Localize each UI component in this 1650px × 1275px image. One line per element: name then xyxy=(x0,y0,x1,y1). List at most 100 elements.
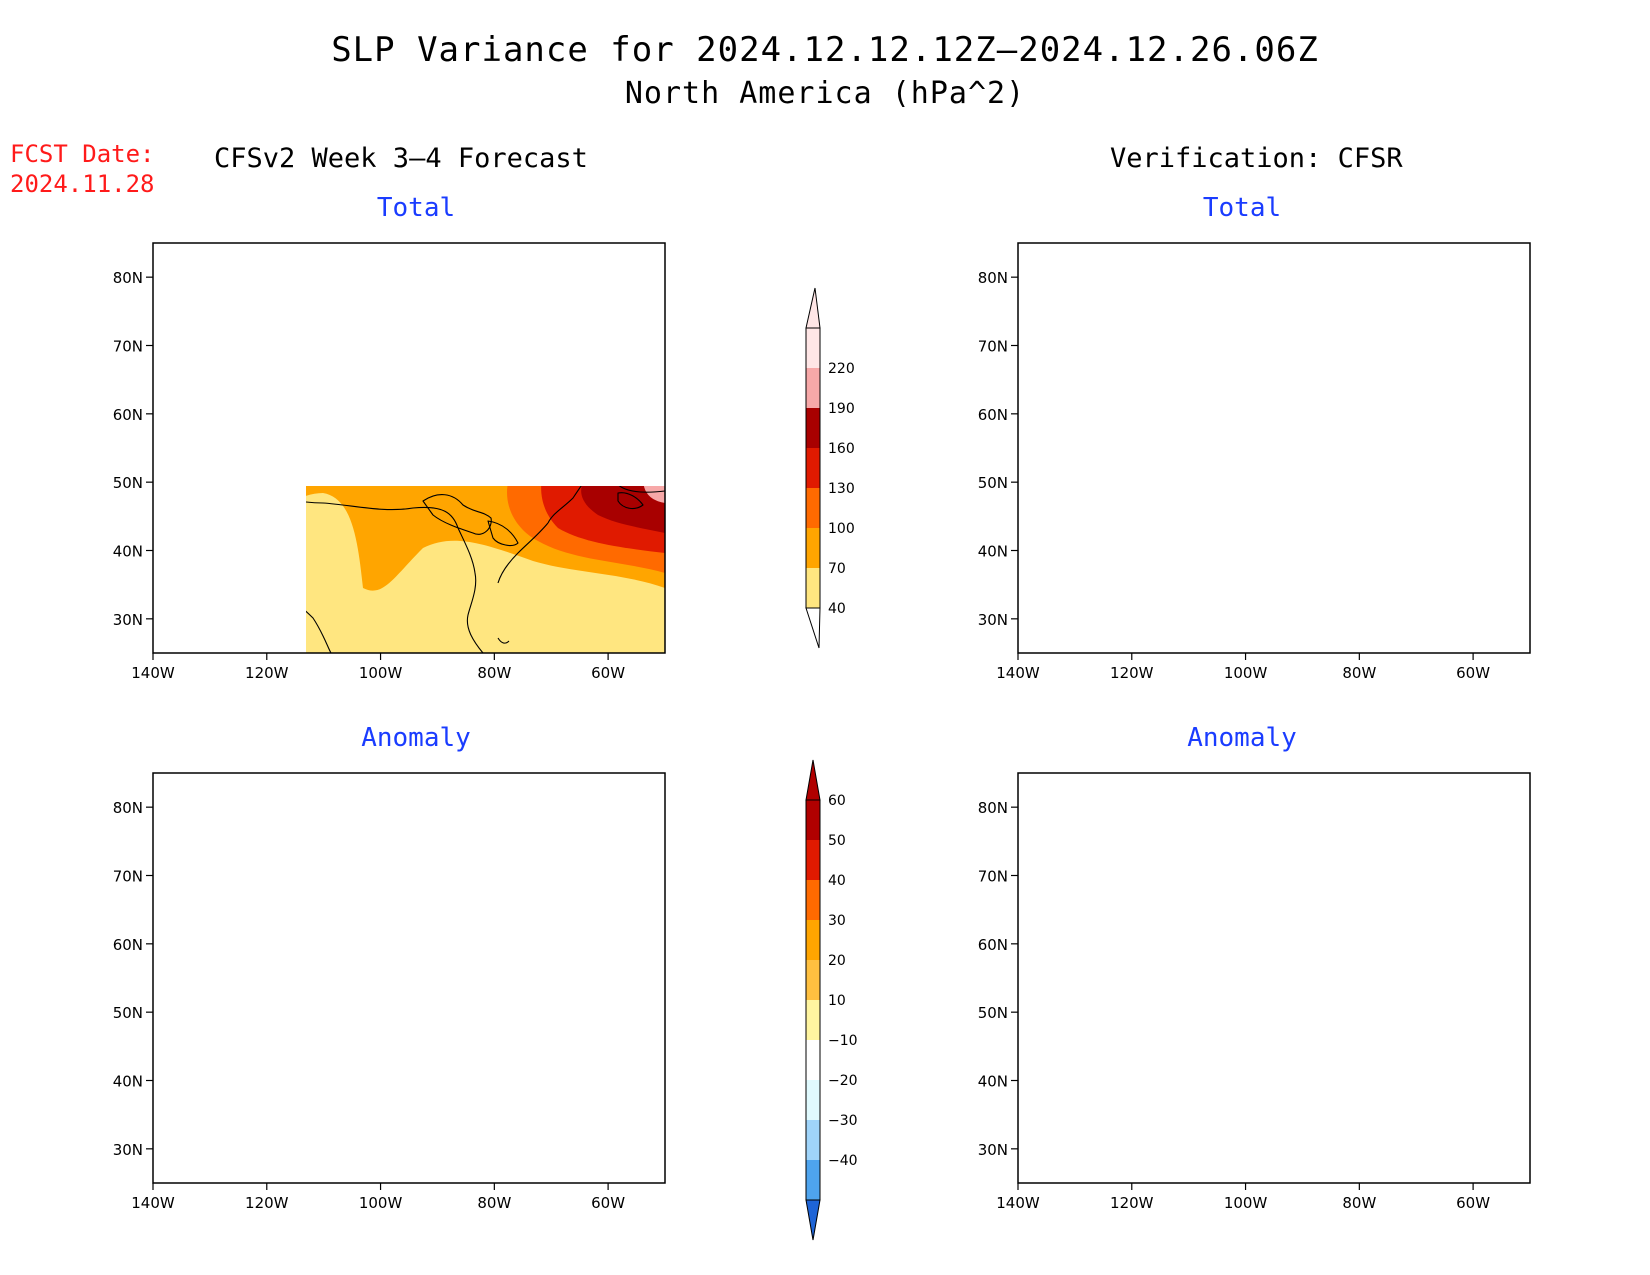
lat-tick-label: 80N xyxy=(978,799,1008,817)
colorbar-segment xyxy=(806,528,820,568)
lat-tick-label: 80N xyxy=(113,799,143,817)
lat-tick-label: 40N xyxy=(113,1073,143,1091)
colorbar-segment xyxy=(806,488,820,528)
colorbar-label: 70 xyxy=(828,561,846,577)
figure-subtitle: North America (hPa^2) xyxy=(624,76,1026,111)
colorbar-label: −20 xyxy=(828,1073,858,1089)
panel-verif-anomaly: 140W 120W 100W 80W 60W 80N 70N 60N 50N 40N 30N xyxy=(978,772,1531,1212)
colorbar-segment xyxy=(806,1160,820,1200)
colorbar-label: −10 xyxy=(828,1033,858,1049)
lat-tick-label: 50N xyxy=(978,474,1008,492)
axes-verif-anomaly: 140W 120W 100W 80W 60W 80N 70N 60N 50N 40N 30N xyxy=(978,799,1491,1212)
fcst-date-label: FCST Date: xyxy=(10,140,155,168)
lat-tick-label: 50N xyxy=(978,1004,1008,1022)
panel-verif-total: 140W 120W 100W 80W 60W 80N 70N 60N 50N 40N 30N xyxy=(978,242,1531,682)
lat-tick-label: 80N xyxy=(978,269,1008,287)
lat-tick-label: 70N xyxy=(113,338,143,356)
colorbar-segment xyxy=(806,1000,820,1040)
lon-tick-label: 100W xyxy=(1224,1194,1268,1212)
colorbar-segment xyxy=(806,880,820,920)
lon-tick-label: 140W xyxy=(996,664,1040,682)
lon-tick-label: 120W xyxy=(1110,1194,1154,1212)
colorbar-label: 40 xyxy=(828,601,846,617)
panel-title-verif-anomaly: Anomaly xyxy=(1187,723,1297,753)
colorbar-total: 220 190 160 130 100 70 40 xyxy=(805,287,855,649)
colorbar-cap-top xyxy=(805,759,821,801)
lat-tick-label: 70N xyxy=(978,338,1008,356)
axes-fcst-total: 140W 120W 100W 80W 60W 80N 70N 60N 50N 40N 30N xyxy=(113,269,626,682)
lon-tick-label: 80W xyxy=(1342,1194,1376,1212)
colorbar-segment xyxy=(806,1040,820,1080)
lon-tick-label: 100W xyxy=(1224,664,1268,682)
colorbar-label: −30 xyxy=(828,1113,858,1129)
colorbar-label: −40 xyxy=(828,1153,858,1169)
lat-tick-label: 60N xyxy=(978,406,1008,424)
lon-tick-label: 80W xyxy=(477,664,511,682)
lon-tick-label: 60W xyxy=(591,664,625,682)
colorbar-segment xyxy=(806,960,820,1000)
lat-tick-label: 40N xyxy=(113,543,143,561)
forecast-column-title: CFSv2 Week 3–4 Forecast xyxy=(214,143,588,174)
lon-tick-label: 100W xyxy=(359,664,403,682)
lat-tick-label: 40N xyxy=(978,543,1008,561)
lon-tick-label: 140W xyxy=(131,1194,175,1212)
colorbar-segment xyxy=(806,448,820,488)
colorbar-label: 50 xyxy=(828,833,846,849)
colorbar-anomaly: 60 50 40 30 20 10 −10 −20 −30 −40 xyxy=(805,759,858,1241)
lon-tick-label: 60W xyxy=(1456,1194,1490,1212)
lon-tick-label: 100W xyxy=(359,1194,403,1212)
colorbar-segment xyxy=(806,328,820,368)
colorbar-label: 190 xyxy=(828,401,855,417)
lat-tick-label: 70N xyxy=(113,868,143,886)
lat-tick-label: 80N xyxy=(113,269,143,287)
lat-tick-label: 70N xyxy=(978,868,1008,886)
colorbar-cap-bottom xyxy=(805,1199,821,1241)
panel-title-verif-total: Total xyxy=(1202,193,1282,223)
fcst-date-value: 2024.11.28 xyxy=(10,170,155,198)
colorbar-label: 40 xyxy=(828,873,846,889)
colorbar-segment xyxy=(806,800,820,840)
colorbar-label: 20 xyxy=(828,953,846,969)
lon-tick-label: 60W xyxy=(1456,664,1490,682)
colorbar-segment xyxy=(806,1120,820,1160)
lon-tick-label: 80W xyxy=(1342,664,1376,682)
lat-tick-label: 40N xyxy=(978,1073,1008,1091)
lon-tick-label: 60W xyxy=(591,1194,625,1212)
panel-fcst-anomaly: 140W 120W 100W 80W 60W 80N 70N 60N 50N 40N 30N xyxy=(113,772,666,1212)
lon-tick-label: 140W xyxy=(131,664,175,682)
panel-title-fcst-anomaly: Anomaly xyxy=(361,723,471,753)
lat-tick-label: 60N xyxy=(113,936,143,954)
axes-verif-total: 140W 120W 100W 80W 60W 80N 70N 60N 50N 40N 30N xyxy=(978,269,1491,682)
lat-tick-label: 50N xyxy=(113,474,143,492)
colorbar-segment xyxy=(806,408,820,448)
colorbar-segment xyxy=(806,920,820,960)
colorbar-label: 30 xyxy=(828,913,846,929)
colorbar-label: 60 xyxy=(828,793,846,809)
colorbar-frame xyxy=(805,327,821,609)
lon-tick-label: 120W xyxy=(1110,664,1154,682)
colorbar-frame xyxy=(805,799,821,1201)
lon-tick-label: 80W xyxy=(477,1194,511,1212)
figure-title: SLP Variance for 2024.12.12.12Z–2024.12.… xyxy=(331,30,1319,70)
lat-tick-label: 30N xyxy=(113,1141,143,1159)
lat-tick-label: 50N xyxy=(113,1004,143,1022)
lon-tick-label: 120W xyxy=(245,664,289,682)
colorbar-segment xyxy=(806,568,820,608)
colorbar-label: 160 xyxy=(828,441,855,457)
colorbar-label: 220 xyxy=(828,361,855,377)
panel-fcst-total: 140W 120W 100W 80W 60W 80N 70N 60N 50N 40N 30N xyxy=(113,242,666,682)
lat-tick-label: 30N xyxy=(113,611,143,629)
colorbar-segment xyxy=(806,1080,820,1120)
lat-tick-label: 30N xyxy=(978,611,1008,629)
lat-tick-label: 60N xyxy=(113,406,143,424)
lon-tick-label: 140W xyxy=(996,1194,1040,1212)
colorbar-cap-top xyxy=(805,287,821,329)
panel-title-fcst-total: Total xyxy=(376,193,456,223)
colorbar-label: 100 xyxy=(828,521,855,537)
lon-tick-label: 120W xyxy=(245,1194,289,1212)
axes-fcst-anomaly: 140W 120W 100W 80W 60W 80N 70N 60N 50N 40N 30N xyxy=(113,799,626,1212)
verification-column-title: Verification: CFSR xyxy=(1110,143,1403,174)
colorbar-segment xyxy=(806,840,820,880)
colorbar-cap-bottom xyxy=(805,607,821,649)
